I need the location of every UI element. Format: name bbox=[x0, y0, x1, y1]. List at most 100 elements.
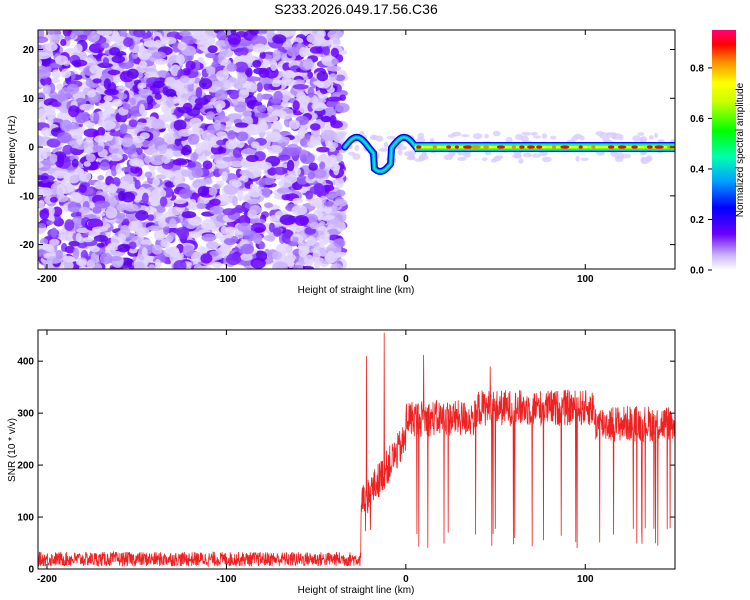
heat-cell bbox=[138, 52, 151, 60]
heat-cell bbox=[123, 37, 134, 48]
heat-cell bbox=[107, 183, 118, 194]
heat-cell bbox=[75, 232, 82, 243]
heat-cell bbox=[141, 239, 152, 246]
heat-cell bbox=[96, 242, 105, 248]
colorbar-tick-label: 0.8 bbox=[690, 63, 704, 74]
heat-cell bbox=[46, 109, 57, 120]
heat-cell bbox=[182, 102, 193, 111]
y-tick-label: 10 bbox=[23, 94, 35, 105]
heat-cell bbox=[51, 34, 65, 40]
heat-cell bbox=[457, 152, 464, 156]
heat-cell bbox=[150, 154, 165, 166]
heat-cell bbox=[216, 139, 226, 146]
heat-cell bbox=[378, 147, 389, 152]
heat-cell bbox=[73, 61, 81, 67]
heat-cell bbox=[191, 167, 204, 179]
heat-cell bbox=[335, 212, 346, 222]
heat-cell bbox=[128, 247, 138, 254]
heat-cell bbox=[573, 133, 583, 139]
heat-cell bbox=[72, 247, 80, 260]
y-tick-label: -20 bbox=[20, 240, 35, 251]
heat-cell bbox=[330, 163, 341, 172]
heat-cell bbox=[316, 81, 326, 88]
heat-cell bbox=[520, 135, 529, 143]
heat-cell bbox=[138, 103, 145, 115]
heat-cell bbox=[256, 161, 272, 171]
heat-cell bbox=[38, 59, 43, 67]
heat-cell bbox=[595, 150, 605, 156]
heat-cell bbox=[327, 30, 343, 40]
heat-cell bbox=[118, 30, 127, 37]
heat-cell bbox=[281, 100, 290, 108]
heat-cell bbox=[147, 225, 163, 231]
spectrogram-x-axis: -200 -100 0 100 bbox=[37, 30, 594, 285]
heat-cell bbox=[421, 152, 428, 156]
heat-cell bbox=[325, 193, 338, 199]
heat-cell bbox=[181, 211, 197, 219]
heat-cell bbox=[448, 151, 456, 157]
heat-cell bbox=[59, 119, 73, 132]
heat-cell bbox=[197, 185, 210, 197]
heat-cell bbox=[270, 59, 278, 71]
heat-cell bbox=[117, 243, 130, 253]
snr-x-axis: -200 -100 0 100 bbox=[37, 330, 594, 585]
heat-cell bbox=[65, 171, 81, 184]
x-tick-label: 100 bbox=[577, 574, 594, 585]
heat-cell bbox=[128, 119, 138, 128]
heat-cell bbox=[618, 134, 624, 141]
heat-cell bbox=[278, 154, 291, 161]
heat-cell bbox=[641, 156, 646, 164]
heat-cell bbox=[41, 127, 51, 137]
heat-cell bbox=[154, 58, 168, 65]
heat-cell bbox=[188, 199, 197, 205]
heat-transition-core bbox=[344, 136, 418, 173]
heat-cell bbox=[118, 233, 126, 243]
heat-cell bbox=[252, 43, 267, 53]
heat-cell bbox=[294, 215, 310, 226]
heat-cell bbox=[387, 135, 396, 140]
heat-cell bbox=[300, 154, 308, 164]
heat-cell bbox=[92, 226, 108, 232]
heat-cell bbox=[115, 163, 122, 175]
heat-cell bbox=[533, 135, 541, 139]
heat-cell bbox=[233, 46, 249, 57]
heat-cell bbox=[321, 129, 337, 141]
heat-cell bbox=[187, 231, 202, 239]
heat-cell bbox=[237, 189, 244, 202]
heat-cell bbox=[93, 145, 104, 153]
heat-cell bbox=[291, 205, 308, 216]
heat-cell bbox=[144, 71, 158, 78]
heat-cell bbox=[96, 30, 113, 36]
heat-cell bbox=[335, 189, 346, 197]
heat-cell bbox=[104, 107, 116, 115]
heat-cell bbox=[256, 145, 265, 151]
heat-cell bbox=[182, 244, 195, 257]
heat-cell bbox=[306, 235, 316, 246]
heat-cell bbox=[323, 215, 335, 220]
heat-cell bbox=[169, 218, 177, 228]
heat-cell bbox=[109, 255, 122, 262]
heat-cell bbox=[216, 131, 227, 137]
heat-cell bbox=[49, 238, 60, 246]
heat-cell bbox=[153, 136, 165, 146]
heat-cell bbox=[89, 65, 101, 74]
heat-cell bbox=[180, 169, 192, 177]
heat-cell bbox=[256, 92, 263, 103]
heat-cell bbox=[75, 227, 90, 233]
heat-cell bbox=[116, 203, 127, 212]
heat-cell bbox=[228, 76, 237, 83]
heat-cell bbox=[310, 123, 321, 131]
snr-y-label: SNR (10 * v/v) bbox=[7, 418, 18, 482]
colorbar-ticks: 0.0 0.2 0.4 0.6 0.8 bbox=[690, 63, 712, 277]
heat-cell bbox=[218, 147, 227, 154]
heat-peak bbox=[496, 145, 506, 149]
heat-cell bbox=[174, 138, 182, 147]
heat-cell bbox=[45, 66, 52, 73]
heat-cell bbox=[242, 109, 252, 119]
heat-cell bbox=[46, 220, 53, 226]
heat-cell bbox=[152, 80, 165, 89]
heat-cell bbox=[234, 204, 243, 213]
heat-cell bbox=[102, 57, 109, 66]
heat-cell bbox=[252, 59, 262, 68]
heat-cell bbox=[55, 184, 66, 196]
